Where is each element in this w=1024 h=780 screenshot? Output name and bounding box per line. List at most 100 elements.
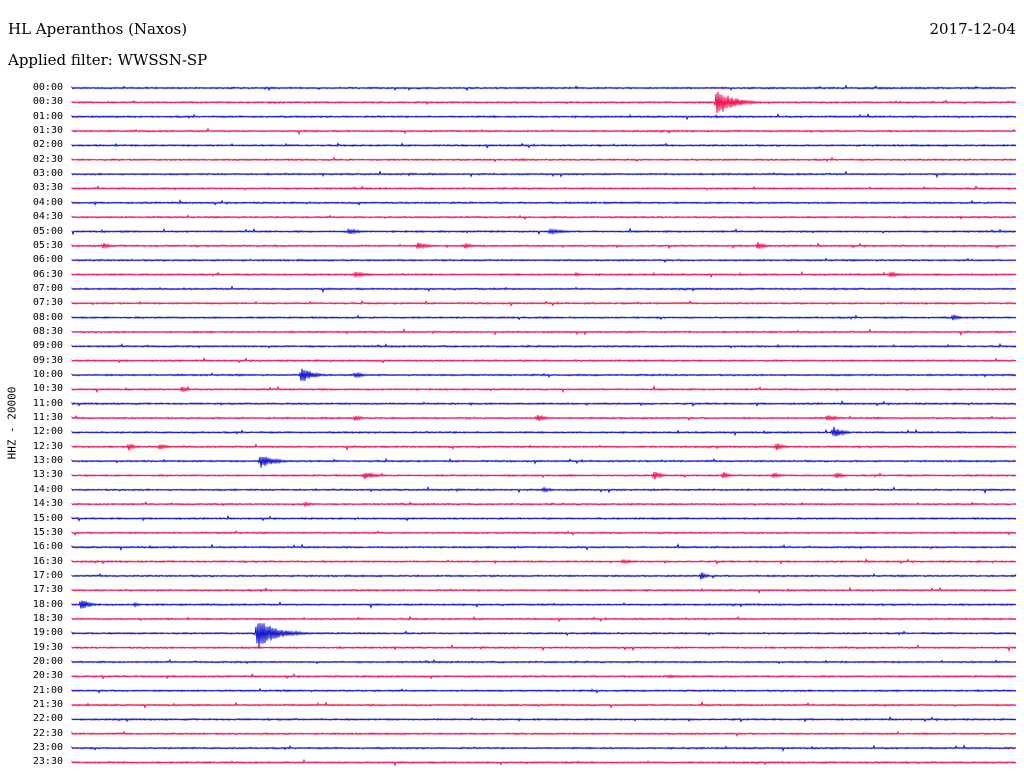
- tick-label-2330: 23:30: [32, 756, 63, 768]
- tick-label-1330: 13:30: [32, 469, 63, 481]
- trace-1400: [71, 485, 1017, 495]
- trace-0530: [71, 242, 1017, 250]
- trace-0730: [71, 299, 1017, 307]
- trace-0800: [71, 314, 1017, 321]
- filter-label: Applied filter: WWSSN-SP: [8, 51, 208, 69]
- trace-1200: [71, 426, 1017, 437]
- tick-label-0400: 04:00: [32, 196, 63, 208]
- tick-label-1930: 19:30: [32, 641, 63, 653]
- trace-2200: [71, 715, 1017, 723]
- tick-label-0930: 09:30: [32, 354, 63, 366]
- trace-1730: [71, 586, 1017, 595]
- trace-2130: [71, 700, 1017, 709]
- tick-label-1900: 19:00: [32, 627, 63, 639]
- trace-0400: [71, 199, 1017, 206]
- tick-label-1430: 14:30: [32, 498, 63, 510]
- trace-1100: [71, 400, 1017, 408]
- tick-label-0000: 00:00: [32, 82, 63, 93]
- trace-1500: [71, 514, 1017, 522]
- trace-0500: [71, 227, 1017, 236]
- tick-label-0030: 00:30: [32, 96, 63, 108]
- tick-label-1000: 10:00: [32, 369, 63, 380]
- tick-label-1400: 14:00: [32, 483, 63, 495]
- trace-1000: [71, 368, 1017, 382]
- trace-1900: [71, 622, 1017, 648]
- trace-0700: [71, 285, 1017, 294]
- tick-label-0630: 06:30: [32, 268, 63, 280]
- trace-0200: [71, 142, 1017, 150]
- trace-1700: [71, 572, 1017, 580]
- tick-label-2230: 22:30: [32, 727, 63, 739]
- trace-1430: [71, 500, 1017, 508]
- tick-label-1600: 16:00: [32, 541, 63, 553]
- trace-1030: [71, 384, 1017, 394]
- trace-0900: [71, 342, 1017, 349]
- tick-label-2200: 22:00: [32, 713, 63, 725]
- tick-label-1100: 11:00: [32, 397, 63, 409]
- tick-label-1530: 15:30: [32, 526, 63, 538]
- trace-1330: [71, 471, 1017, 480]
- tick-label-2030: 20:30: [32, 670, 63, 682]
- tick-label-0300: 03:00: [32, 168, 63, 180]
- trace-0930: [71, 357, 1017, 364]
- tick-label-2300: 23:00: [32, 742, 63, 754]
- tick-label-1630: 16:30: [32, 555, 63, 567]
- tick-label-0600: 06:00: [32, 254, 63, 266]
- trace-1600: [71, 542, 1017, 552]
- tick-label-1830: 18:30: [32, 612, 63, 624]
- trace-2100: [71, 687, 1017, 694]
- tick-label-0330: 03:30: [32, 182, 63, 194]
- tick-label-2130: 21:30: [32, 699, 63, 711]
- tick-label-1030: 10:30: [32, 383, 63, 395]
- trace-0300: [71, 170, 1017, 179]
- trace-1800: [71, 600, 1017, 609]
- trace-1300: [71, 456, 1017, 468]
- trace-2230: [71, 730, 1017, 737]
- trace-2300: [71, 744, 1017, 753]
- trace-0000: [71, 84, 1017, 92]
- trace-0830: [71, 328, 1017, 337]
- tick-label-1200: 12:00: [32, 426, 63, 438]
- trace-1830: [71, 615, 1017, 623]
- trace-1130: [71, 414, 1017, 422]
- tick-label-1800: 18:00: [32, 598, 63, 610]
- tick-label-1130: 11:30: [32, 412, 63, 424]
- tick-label-2100: 21:00: [32, 684, 63, 696]
- tick-label-0700: 07:00: [32, 282, 63, 294]
- trace-1630: [71, 557, 1017, 566]
- trace-0100: [71, 112, 1017, 121]
- trace-1930: [71, 643, 1017, 653]
- trace-0430: [71, 214, 1017, 221]
- trace-1230: [71, 442, 1017, 452]
- trace-1530: [71, 529, 1017, 537]
- trace-0630: [71, 270, 1017, 279]
- tick-label-0800: 08:00: [32, 311, 63, 323]
- tick-label-1730: 17:30: [32, 584, 63, 596]
- tick-label-0130: 01:30: [32, 125, 63, 137]
- tick-label-0230: 02:30: [32, 153, 63, 165]
- tick-label-1500: 15:00: [32, 512, 63, 524]
- tick-label-0430: 04:30: [32, 211, 63, 223]
- tick-label-1300: 13:00: [32, 455, 63, 467]
- tick-label-1700: 17:00: [32, 569, 63, 581]
- tick-label-1230: 12:30: [32, 440, 63, 452]
- tick-label-0830: 08:30: [32, 325, 63, 337]
- trace-2030: [71, 672, 1017, 680]
- tick-label-0100: 01:00: [32, 110, 63, 122]
- trace-0230: [71, 156, 1017, 163]
- trace-0030: [71, 91, 1017, 114]
- trace-2000: [71, 658, 1017, 665]
- trace-0130: [71, 127, 1017, 136]
- trace-0330: [71, 184, 1017, 191]
- tick-label-0500: 05:00: [32, 225, 63, 237]
- tick-label-0900: 09:00: [32, 340, 63, 352]
- trace-0600: [71, 257, 1017, 264]
- tick-label-0530: 05:30: [32, 239, 63, 251]
- station-title: HL Aperanthos (Naxos): [8, 20, 188, 38]
- date-label: 2017-12-04: [929, 20, 1016, 38]
- tick-label-0200: 02:00: [32, 139, 63, 151]
- tick-label-0730: 07:30: [32, 297, 63, 309]
- trace-2330: [71, 758, 1017, 767]
- tick-label-2000: 20:00: [32, 656, 63, 667]
